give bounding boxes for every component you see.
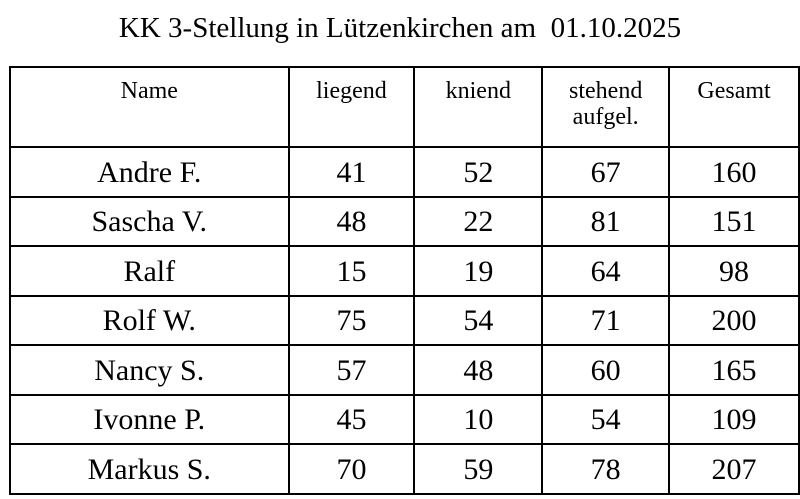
header-liegend: liegend — [287, 66, 416, 148]
header-gesamt: Gesamt — [668, 66, 800, 148]
cell-liegend: 41 — [287, 146, 416, 198]
cell-kniend: 54 — [413, 294, 544, 346]
cell-name: Sascha V. — [9, 195, 290, 247]
header-kniend: kniend — [413, 66, 544, 148]
cell-kniend: 10 — [413, 393, 544, 445]
cell-liegend: 75 — [287, 294, 416, 346]
cell-liegend: 57 — [287, 344, 416, 396]
cell-stehend: 81 — [541, 195, 671, 247]
cell-kniend: 22 — [413, 195, 544, 247]
table-row: Ralf 15 19 64 98 — [9, 245, 800, 297]
cell-stehend: 67 — [541, 146, 671, 198]
header-stehend-line1: stehend — [569, 78, 643, 104]
cell-kniend: 59 — [413, 443, 544, 495]
cell-gesamt: 200 — [668, 294, 800, 346]
cell-stehend: 71 — [541, 294, 671, 346]
header-row: Name liegend kniend stehend aufgel. Gesa… — [9, 66, 800, 148]
table-row: Ivonne P. 45 10 54 109 — [9, 393, 800, 445]
cell-gesamt: 109 — [668, 393, 800, 445]
table-row: Sascha V. 48 22 81 151 — [9, 195, 800, 247]
cell-name: Markus S. — [9, 443, 290, 495]
cell-liegend: 70 — [287, 443, 416, 495]
table-row: Nancy S. 57 48 60 165 — [9, 344, 800, 396]
header-stehend-line2: aufgel. — [572, 104, 639, 130]
cell-gesamt: 98 — [668, 245, 800, 297]
table-row: Rolf W. 75 54 71 200 — [9, 294, 800, 346]
cell-stehend: 60 — [541, 344, 671, 396]
cell-liegend: 45 — [287, 393, 416, 445]
cell-stehend: 78 — [541, 443, 671, 495]
cell-kniend: 19 — [413, 245, 544, 297]
cell-gesamt: 207 — [668, 443, 800, 495]
cell-kniend: 52 — [413, 146, 544, 198]
header-name: Name — [9, 66, 290, 148]
cell-name: Ivonne P. — [9, 393, 290, 445]
cell-stehend: 54 — [541, 393, 671, 445]
cell-gesamt: 165 — [668, 344, 800, 396]
page-title: KK 3-Stellung in Lützenkirchen am 01.10.… — [118, 12, 682, 44]
table-row: Andre F. 41 52 67 160 — [9, 146, 800, 198]
results-table: Name liegend kniend stehend aufgel. Gesa… — [9, 66, 800, 495]
cell-name: Nancy S. — [9, 344, 290, 396]
cell-liegend: 15 — [287, 245, 416, 297]
cell-name: Andre F. — [9, 146, 290, 198]
cell-name: Rolf W. — [9, 294, 290, 346]
header-stehend: stehend aufgel. — [541, 66, 671, 148]
cell-name: Ralf — [9, 245, 290, 297]
cell-gesamt: 160 — [668, 146, 800, 198]
cell-liegend: 48 — [287, 195, 416, 247]
cell-stehend: 64 — [541, 245, 671, 297]
cell-gesamt: 151 — [668, 195, 800, 247]
table-row: Markus S. 70 59 78 207 — [9, 443, 800, 495]
cell-kniend: 48 — [413, 344, 544, 396]
